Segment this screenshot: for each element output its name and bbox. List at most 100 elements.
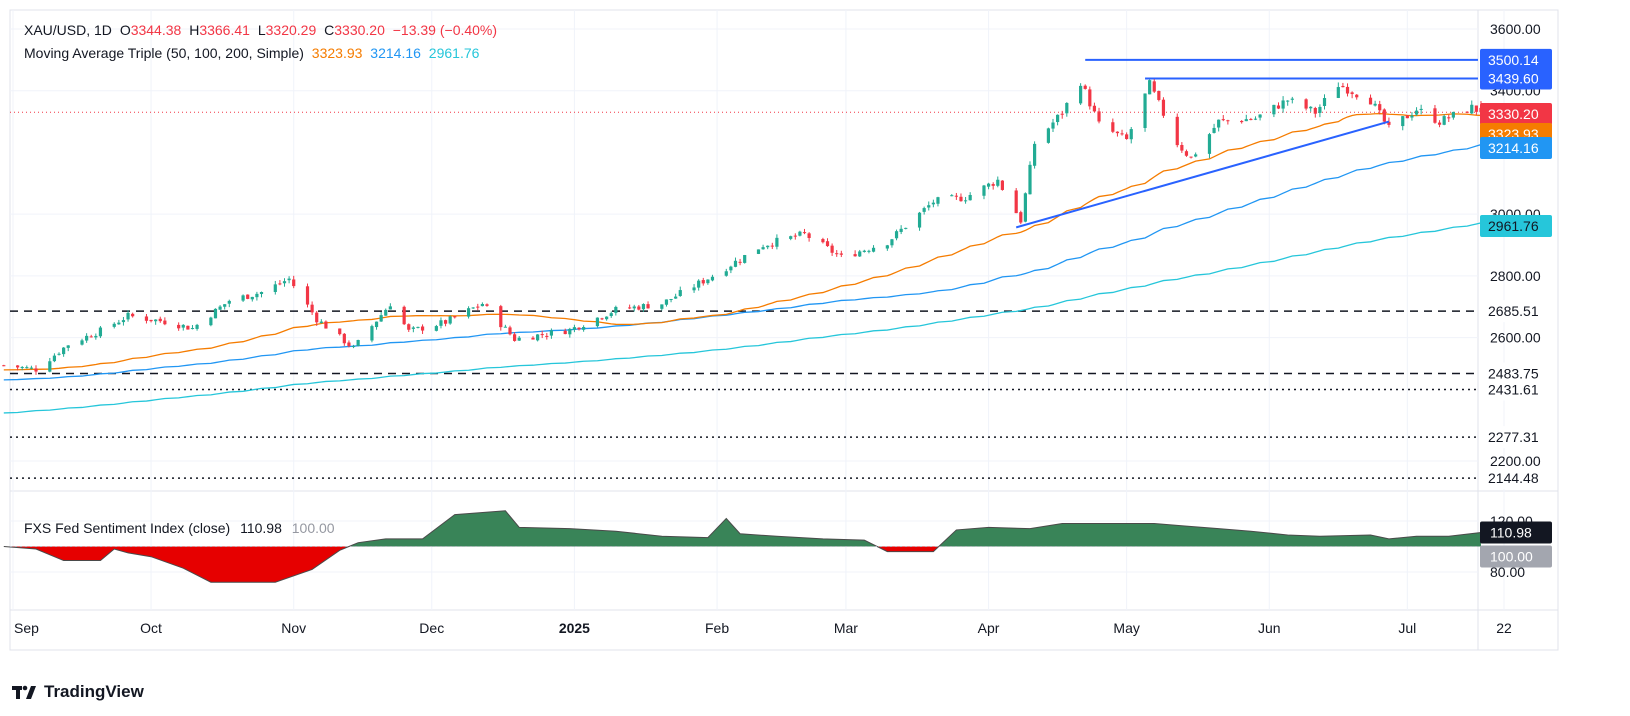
indicator-ref-value: 100.00: [291, 520, 335, 536]
price-badge-label: 3330.20: [1488, 106, 1539, 122]
candle-body: [1470, 104, 1474, 114]
candle-body: [738, 261, 742, 263]
candle-body: [20, 367, 24, 369]
candle-body: [899, 228, 903, 232]
candle-body: [793, 235, 797, 237]
sentiment-area: [3, 510, 1482, 583]
high-value: 3366.41: [199, 22, 250, 38]
candle-body: [545, 335, 549, 337]
candle-body: [223, 304, 227, 307]
candle-body: [1341, 85, 1345, 88]
price-badge-label: 2685.51: [1488, 303, 1539, 319]
candle-body: [1355, 94, 1359, 98]
candle-body: [402, 306, 406, 325]
candle-body: [1023, 193, 1027, 222]
time-tick-label: Oct: [140, 620, 162, 636]
time-tick-label: Jul: [1398, 620, 1416, 636]
candle-body: [448, 316, 452, 324]
price-badge-label: 2277.31: [1488, 429, 1539, 445]
candle-body: [25, 367, 29, 369]
price-badges: 3500.143439.603330.203323.933214.162961.…: [1480, 48, 1552, 568]
price-badge: [1480, 103, 1552, 125]
candle-body: [1290, 98, 1294, 100]
price-badge: [1480, 467, 1552, 490]
candle-body: [34, 368, 38, 372]
candle-body: [177, 324, 181, 329]
candle-body: [1387, 121, 1391, 125]
candle-body: [112, 323, 116, 327]
candle-body: [922, 208, 926, 212]
price-badge-label: 3214.16: [1488, 140, 1539, 156]
candle-body: [241, 295, 245, 301]
candle-body: [1318, 106, 1322, 113]
candle-body: [674, 296, 678, 299]
ma200-value: 2961.76: [428, 45, 480, 61]
candle-body: [16, 365, 20, 368]
candle-body: [1336, 87, 1340, 98]
candle-body: [1240, 120, 1244, 123]
candle-body: [802, 232, 807, 234]
time-tick-label: Jun: [1258, 620, 1281, 636]
candle-body: [66, 345, 70, 348]
candle-body: [1451, 111, 1455, 118]
candle-body: [158, 318, 162, 322]
candle-body: [370, 326, 374, 341]
ma50-line: [3, 113, 1482, 371]
candle-body: [1378, 104, 1382, 111]
price-badge-label: 2144.48: [1488, 470, 1539, 486]
candle-body: [439, 320, 443, 326]
candle-body: [628, 307, 632, 309]
candle-body: [835, 253, 839, 255]
ohlc-header: XAU/USD, 1D O3344.38 H3366.41 L3320.29 C…: [24, 22, 501, 38]
price-tick-label: 2800.00: [1490, 268, 1541, 284]
candle-body: [126, 312, 130, 320]
sentiment-ref-badge-label: 100.00: [1490, 549, 1533, 565]
candle-body: [853, 254, 857, 257]
time-tick-label: 22: [1496, 620, 1512, 636]
candle-body: [250, 296, 254, 300]
candle-body: [255, 293, 259, 298]
candle-body: [319, 321, 323, 323]
candle-body: [1092, 105, 1097, 112]
ma-title: Moving Average Triple (50, 100, 200, Sim…: [24, 45, 304, 61]
ma100-line: [3, 143, 1482, 381]
candle-body: [867, 250, 871, 252]
candle-body: [775, 237, 779, 247]
candle-body: [549, 330, 554, 336]
candle-body: [1184, 151, 1189, 156]
candle-body: [52, 355, 57, 362]
candle-body: [310, 304, 314, 313]
candle-body: [1433, 108, 1437, 123]
candle-body: [917, 212, 922, 228]
candle-body: [664, 299, 669, 305]
candle-body: [1350, 92, 1354, 95]
tradingview-logo[interactable]: TradingView: [12, 682, 144, 702]
candle-body: [798, 231, 802, 236]
candle-body: [756, 249, 761, 254]
candle-body: [540, 334, 544, 336]
time-tick-label: Dec: [419, 620, 444, 636]
ma50-value: 3323.93: [311, 45, 363, 61]
candle-body: [954, 195, 958, 197]
candle-body: [476, 306, 480, 308]
candle-body: [807, 233, 811, 238]
sentiment-badge: [1480, 521, 1552, 544]
sentiment-positive-area: [3, 510, 1481, 547]
indicator-title: FXS Fed Sentiment Index (close): [24, 520, 231, 536]
candle-body: [572, 327, 577, 330]
candle-body: [1414, 110, 1419, 115]
candle-body: [1401, 116, 1405, 127]
candle-body: [517, 337, 521, 341]
candle-body: [1304, 99, 1308, 109]
candle-body: [292, 279, 296, 287]
candle-body: [1065, 102, 1069, 114]
candle-body: [471, 307, 475, 309]
low-value: 3320.29: [265, 22, 317, 38]
horizontal-levels: [10, 58, 1478, 479]
candle-body: [246, 294, 250, 299]
candle-body: [1226, 120, 1230, 122]
candle-body: [98, 327, 103, 337]
candle-body: [315, 312, 319, 323]
